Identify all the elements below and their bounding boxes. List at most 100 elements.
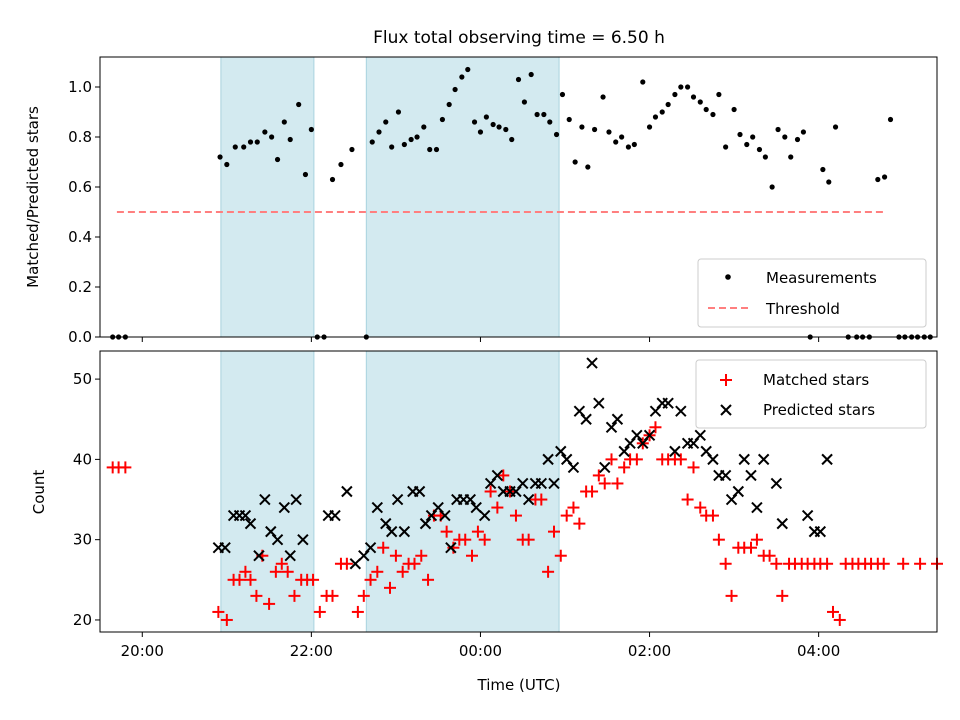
predicted-star-point-26 [413,485,426,498]
measurement-point-50 [541,111,547,118]
measurement-point-23 [369,139,375,145]
measurement-point-52 [553,131,560,138]
matched-star-point-91 [776,589,789,602]
measurement-point-29 [408,136,414,143]
matched-star-point-26 [364,573,377,586]
bottom-legend: Matched stars Predicted stars [695,359,927,429]
bottom-shaded-interval-0 [220,350,315,633]
predicted-star-point-7 [259,493,271,506]
predicted-star-point-5 [244,517,257,530]
measurement-point-43 [496,124,502,130]
measurement-point-90 [800,129,807,135]
bottom-panel: 20 30 40 50 20:00 22:00 00:00 02:00 04:00 Count… [30,350,943,694]
matched-star-point-3 [212,605,225,618]
predicted-star-point-70 [694,429,706,442]
matched-star-point-86 [745,541,757,554]
matched-star-point-107 [877,557,890,570]
matched-star-point-24 [351,605,364,618]
measurement-point-69 [665,101,671,108]
matched-star-point-64 [605,453,618,466]
bottom-xtick-label-1: 20:00 [121,642,164,660]
measurement-point-75 [703,106,709,113]
matched-star-point-27 [371,565,384,578]
matched-star-point-15 [288,589,301,602]
top-legend: Measurements Threshold [697,258,927,328]
measurement-point-78 [723,144,729,150]
matched-star-point-100 [833,613,846,626]
matched-star-point-56 [554,549,567,562]
measurement-point-59 [600,94,606,100]
measurement-point-48 [528,71,534,78]
measurement-point-88 [788,154,794,160]
matched-star-point-14 [281,565,294,578]
matched-star-point-77 [687,461,700,474]
matched-star-point-76 [681,493,694,506]
predicted-star-point-54 [593,397,605,409]
measurement-point-79 [731,106,737,113]
measurement-point-101 [887,116,894,123]
predicted-star-point-45 [535,477,548,490]
bottom-axes-frame [99,350,938,633]
matched-star-point-62 [592,469,605,482]
matched-star-point-82 [719,557,732,570]
predicted-star-point-36 [478,509,491,522]
measurement-point-74 [697,99,703,105]
predicted-star-point-56 [605,421,618,433]
predicted-star-point-67 [675,405,687,417]
top-ytick-label-4: 0.8 [68,128,92,146]
matched-star-point-46 [491,501,504,514]
matched-star-point-33 [408,557,421,570]
matched-star-point-42 [466,549,478,562]
measurement-point-80 [737,131,743,138]
chart-title: Flux total observing time = 6.50 h [373,28,665,48]
predicted-star-point-60 [631,429,643,442]
measurement-point-76 [710,111,716,118]
matched-star-point-34 [415,549,428,562]
legend-label-threshold: Threshold [765,300,840,318]
predicted-star-point-53 [586,357,598,369]
measurement-point-39 [471,119,478,125]
measurement-point-44 [503,126,509,133]
measurement-point-63 [625,144,632,150]
measurement-point-34 [439,116,446,123]
matched-star-point-87 [750,533,763,546]
matched-star-point-54 [542,565,555,578]
matched-star-point-65 [611,477,624,490]
measurement-point-11 [274,156,281,163]
measurement-point-7 [247,139,254,145]
matched-star-point-49 [509,509,522,522]
measurement-point-92 [820,166,826,173]
measurement-point-64 [631,141,637,148]
matched-star-point-7 [239,565,252,578]
matched-star-point-78 [694,501,707,514]
predicted-star-point-57 [611,413,624,425]
measurement-point-41 [483,114,489,120]
predicted-star-point-85 [814,525,827,538]
matched-star-point-99 [827,605,840,618]
matched-star-point-44 [478,533,491,546]
bottom-y-axis-label: Count [30,470,48,515]
measurement-point-42 [490,121,496,128]
predicted-star-point-24 [398,525,411,538]
measurement-point-66 [646,124,653,130]
measurement-point-81 [744,141,750,148]
predicted-star-point-72 [707,453,719,466]
matched-star-point-25 [357,589,370,602]
measurement-point-57 [585,164,591,170]
matched-star-point-83 [725,589,738,602]
matched-star-point-59 [573,517,586,530]
predicted-star-point-34 [464,493,477,506]
measurement-point-67 [652,114,659,120]
matched-star-point-4 [220,613,233,626]
predicted-star-point-58 [618,445,630,458]
predicted-star-point-23 [391,493,404,506]
measurement-point-33 [433,146,440,153]
measurement-point-30 [414,134,420,140]
legend-marker-matched [720,374,732,386]
bottom-xtick-label-3: 00:00 [459,642,502,660]
predicted-star-point-66 [669,445,681,458]
measurement-point-35 [446,101,452,108]
measurement-point-16 [308,126,314,133]
bottom-xtick-label-4: 02:00 [628,642,671,660]
measurement-point-5 [232,144,238,150]
